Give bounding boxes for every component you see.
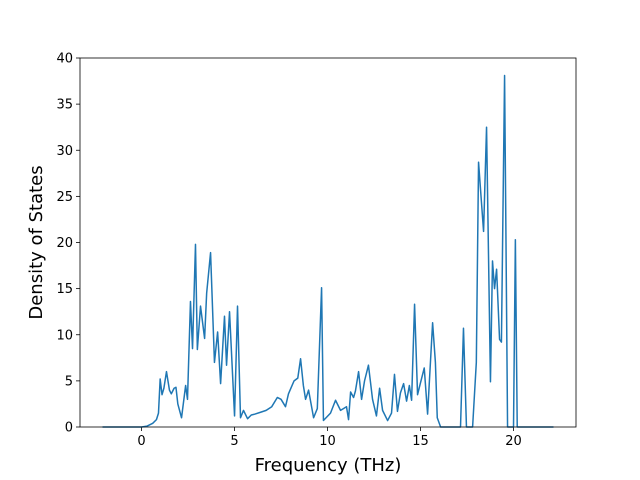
y-tick-label: 40: [56, 52, 73, 67]
y-tick-label: 20: [56, 236, 73, 251]
y-tick-label: 25: [56, 190, 73, 205]
x-tick-label: 5: [230, 434, 238, 449]
y-tick-label: 0: [65, 421, 73, 436]
x-tick-label: 10: [319, 434, 336, 449]
y-tick-label: 15: [56, 282, 73, 297]
x-tick-label: 0: [137, 434, 145, 449]
y-tick-label: 10: [56, 328, 73, 343]
x-tick-label: 15: [412, 434, 429, 449]
y-tick-label: 5: [65, 374, 73, 389]
x-tick-label: 20: [505, 434, 522, 449]
y-axis-label: Density of States: [26, 165, 47, 319]
y-tick-label: 30: [56, 144, 73, 159]
plot-frame: [79, 57, 577, 428]
y-tick-label: 35: [56, 98, 73, 113]
data-line: [102, 74, 554, 428]
x-axis-label: Frequency (THz): [255, 455, 402, 476]
